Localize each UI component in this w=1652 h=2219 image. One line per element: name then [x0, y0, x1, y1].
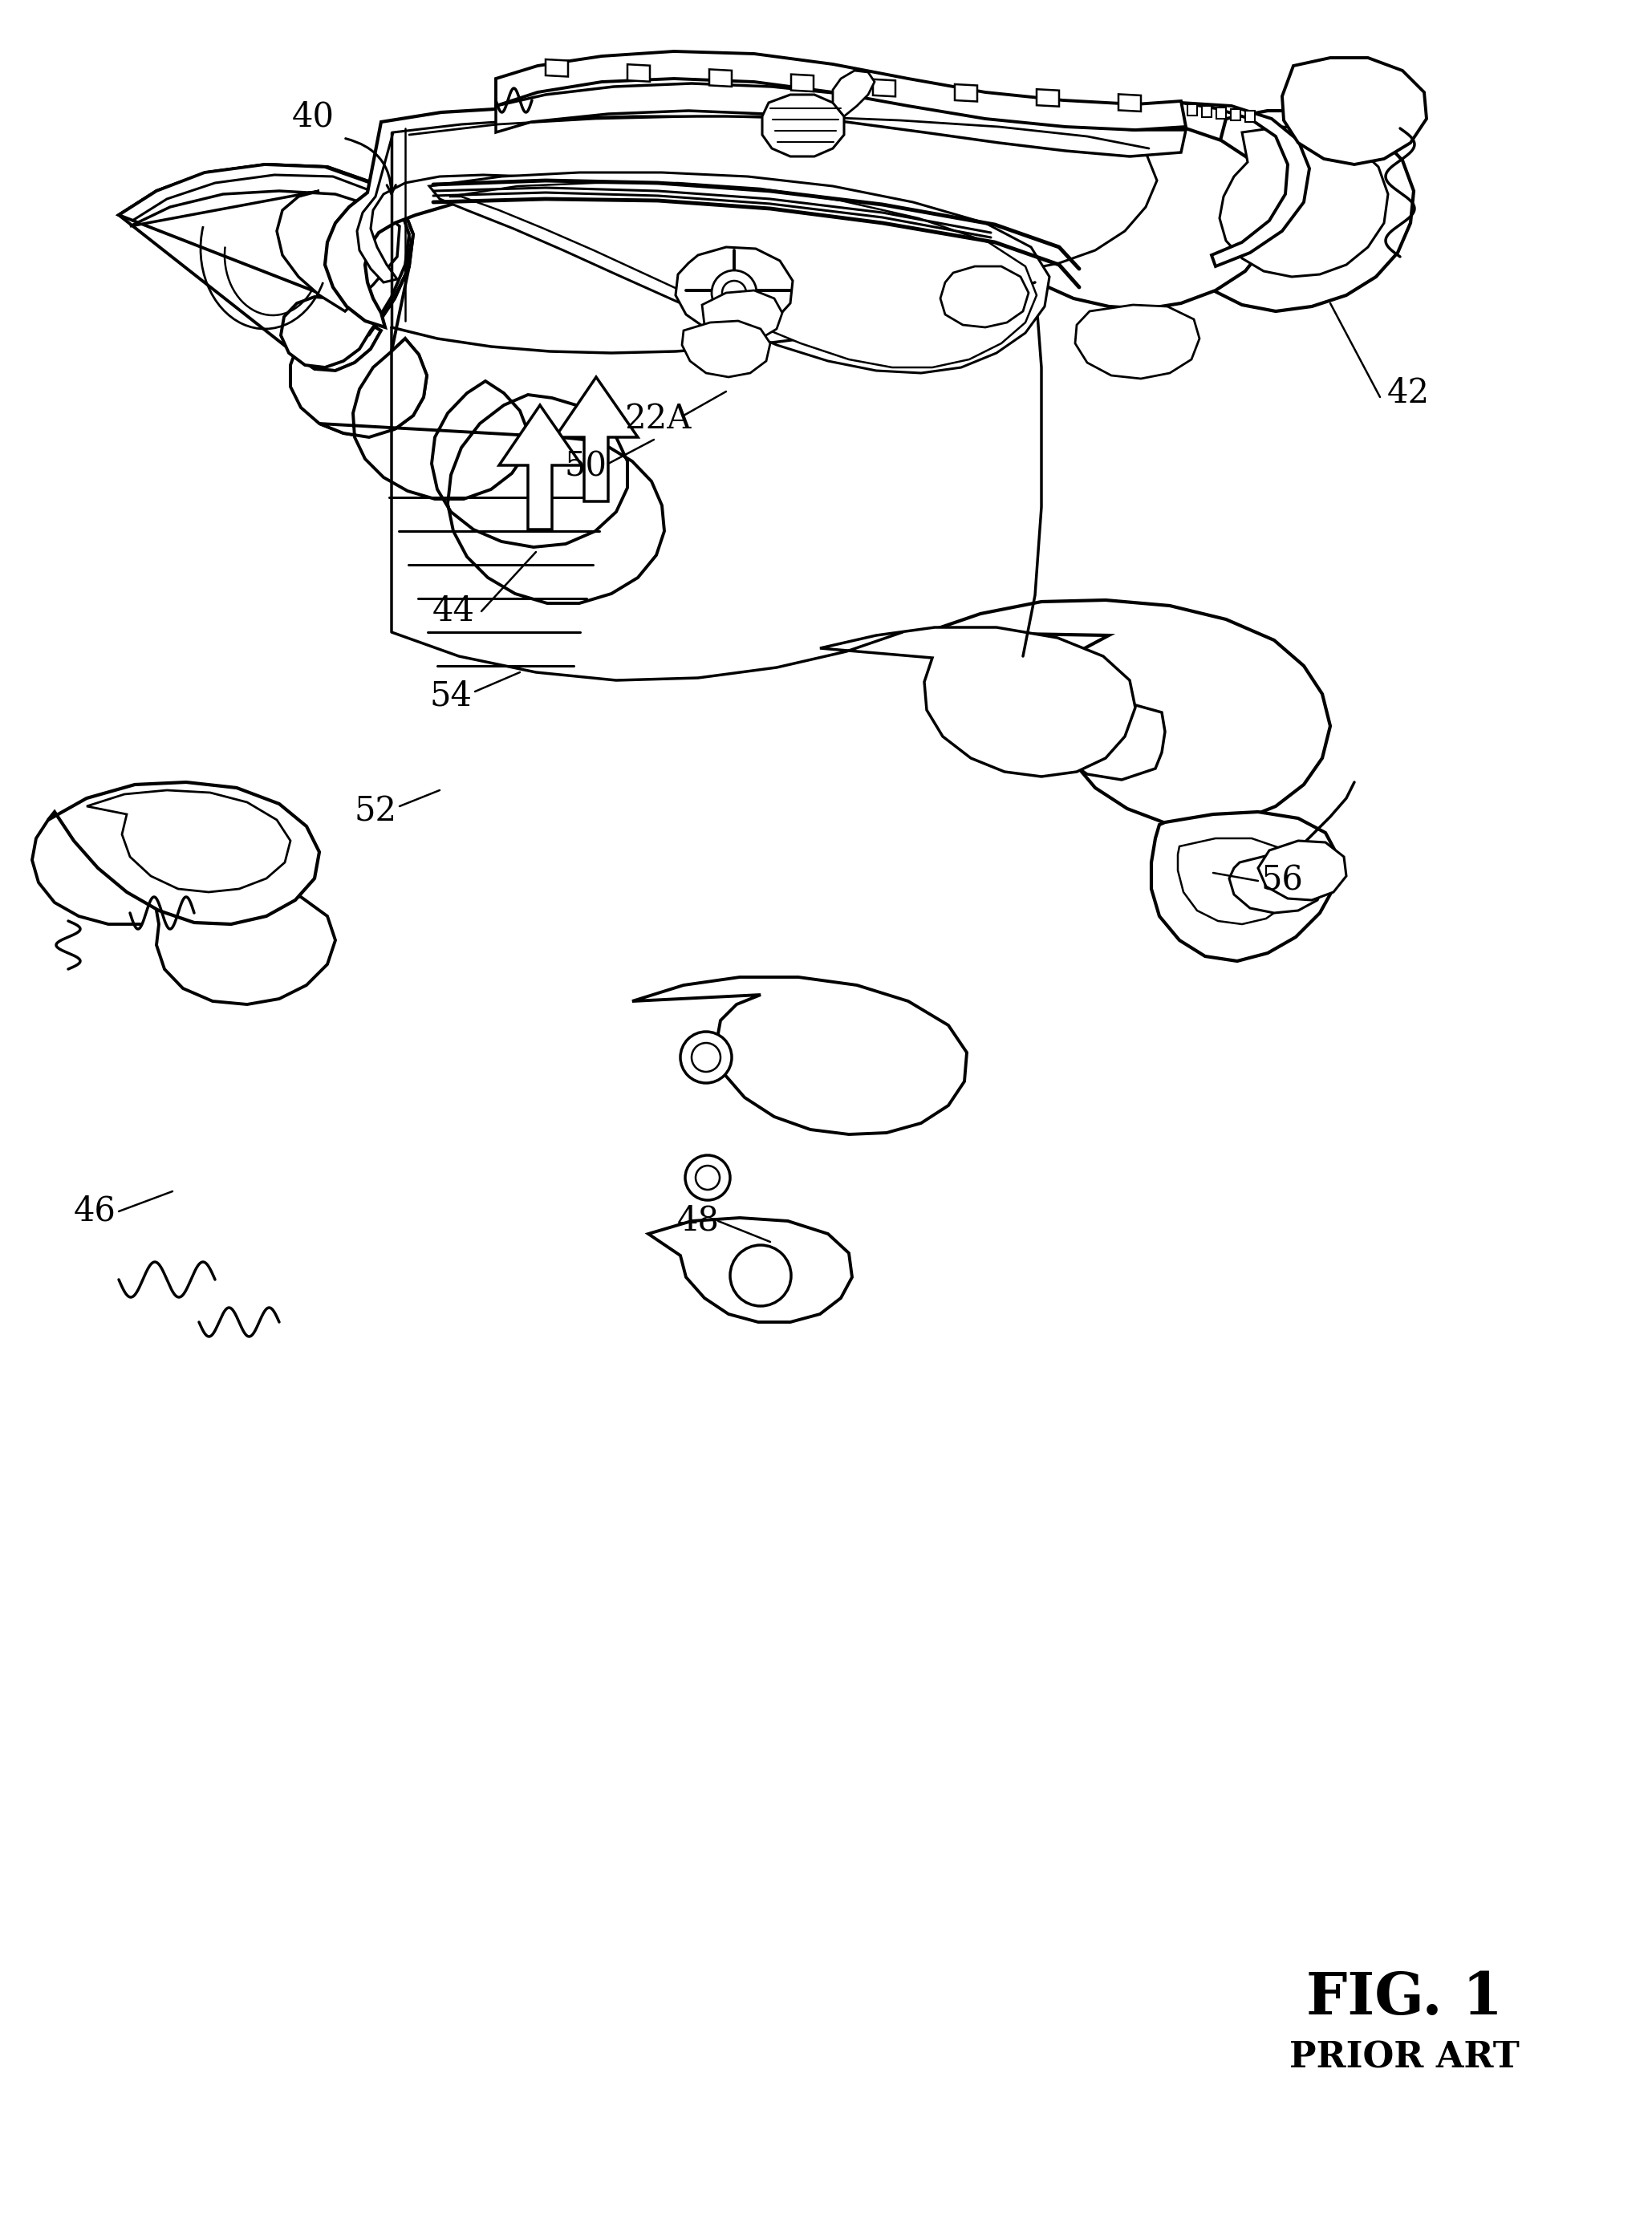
Polygon shape [940, 266, 1029, 328]
Polygon shape [48, 781, 319, 923]
Polygon shape [289, 266, 426, 437]
Polygon shape [648, 1218, 852, 1323]
Text: FIG. 1: FIG. 1 [1305, 1968, 1502, 2026]
Polygon shape [1036, 89, 1059, 107]
Text: 44: 44 [433, 595, 474, 628]
Circle shape [722, 282, 747, 304]
Text: 52: 52 [354, 794, 396, 828]
Polygon shape [762, 95, 844, 155]
Text: 46: 46 [73, 1194, 116, 1229]
Polygon shape [1282, 58, 1427, 164]
Polygon shape [833, 71, 874, 115]
Polygon shape [131, 191, 400, 311]
Polygon shape [791, 73, 813, 91]
Circle shape [730, 1245, 791, 1307]
Text: 56: 56 [1260, 863, 1303, 899]
Polygon shape [1075, 304, 1199, 379]
Polygon shape [955, 84, 978, 102]
Polygon shape [1181, 102, 1310, 266]
Polygon shape [709, 69, 732, 87]
Text: 48: 48 [677, 1205, 719, 1238]
Polygon shape [496, 51, 1186, 131]
Polygon shape [1188, 104, 1198, 115]
Polygon shape [872, 80, 895, 95]
Polygon shape [682, 322, 770, 377]
Polygon shape [357, 115, 1156, 282]
Polygon shape [1259, 841, 1346, 901]
Polygon shape [1056, 703, 1165, 779]
Circle shape [686, 1156, 730, 1200]
Circle shape [695, 1165, 720, 1189]
Polygon shape [430, 173, 1049, 373]
Polygon shape [702, 291, 783, 342]
Polygon shape [449, 182, 1036, 368]
Polygon shape [1180, 111, 1414, 311]
Text: PRIOR ART: PRIOR ART [1289, 2041, 1520, 2075]
Polygon shape [325, 104, 1277, 328]
Polygon shape [819, 628, 1135, 777]
Circle shape [712, 271, 757, 315]
Polygon shape [1151, 812, 1338, 961]
Polygon shape [1216, 107, 1226, 120]
Circle shape [681, 1032, 732, 1083]
Polygon shape [86, 790, 291, 892]
Polygon shape [119, 164, 410, 368]
Polygon shape [628, 64, 649, 82]
Polygon shape [154, 890, 335, 1005]
Polygon shape [1231, 109, 1241, 120]
Polygon shape [1229, 854, 1325, 912]
Polygon shape [927, 599, 1330, 825]
Polygon shape [319, 340, 664, 604]
Polygon shape [499, 406, 582, 530]
Polygon shape [1178, 839, 1298, 923]
Polygon shape [1219, 126, 1388, 277]
Polygon shape [496, 84, 1186, 155]
Text: 40: 40 [292, 100, 334, 133]
Text: 54: 54 [430, 679, 472, 712]
Polygon shape [1203, 107, 1211, 118]
Text: 42: 42 [1386, 377, 1429, 411]
Polygon shape [555, 377, 638, 501]
Polygon shape [1246, 111, 1256, 122]
Polygon shape [1118, 93, 1142, 111]
Polygon shape [545, 60, 568, 78]
Polygon shape [119, 164, 413, 371]
Text: 50: 50 [565, 450, 606, 484]
Circle shape [692, 1043, 720, 1072]
Polygon shape [676, 246, 793, 333]
Polygon shape [633, 976, 966, 1134]
Text: 22A: 22A [624, 402, 691, 435]
